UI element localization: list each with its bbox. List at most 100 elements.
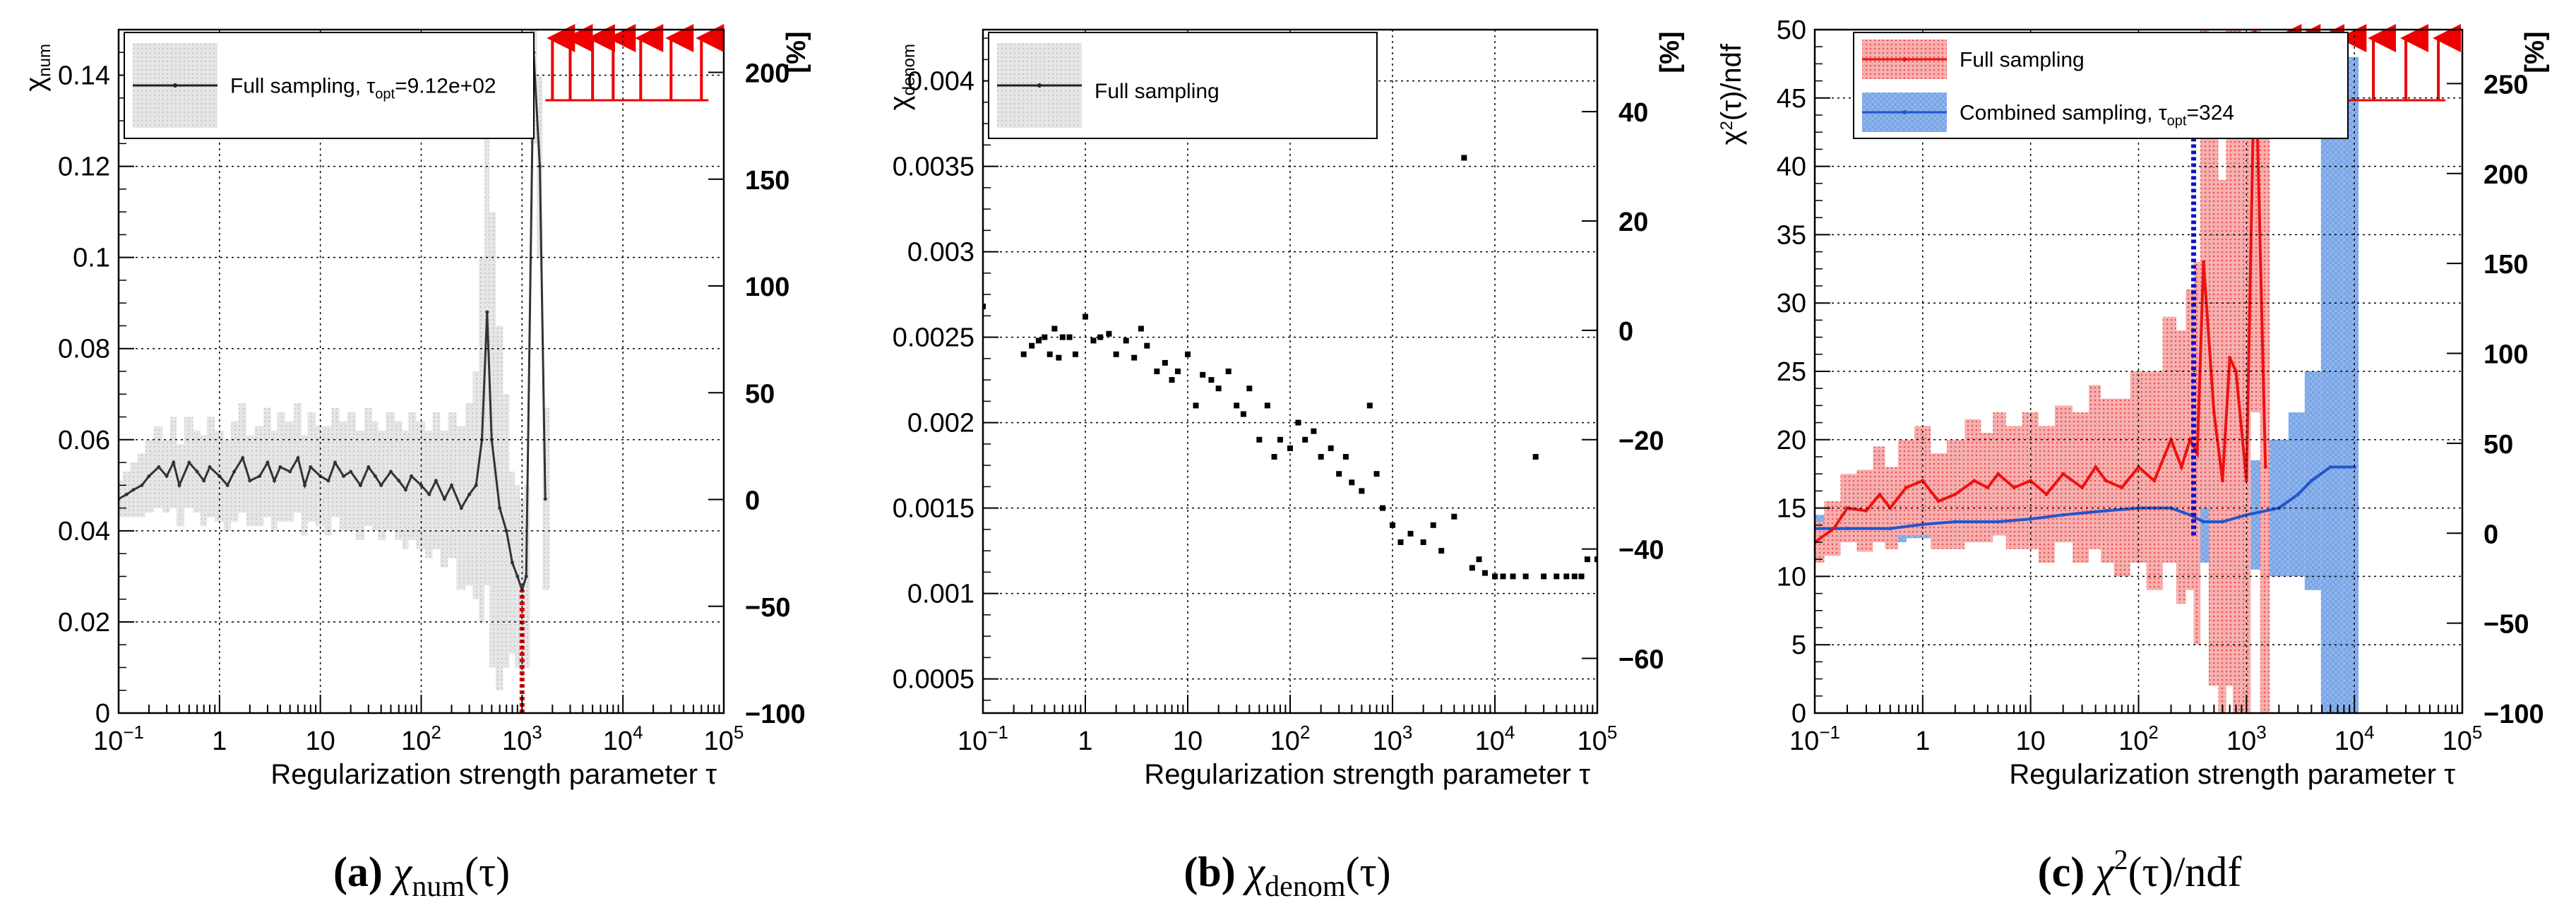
data-point — [165, 474, 169, 478]
right-tick-label: 100 — [2483, 340, 2528, 370]
x-tick-label-exp: −1 — [987, 722, 1008, 743]
data-point — [389, 470, 393, 474]
x-tick-label-base: 10 — [2334, 726, 2364, 756]
right-tick-label: 150 — [745, 166, 789, 196]
scatter-point — [1311, 428, 1317, 434]
data-point — [379, 483, 383, 487]
scatter-point — [1336, 471, 1342, 477]
data-point — [427, 492, 431, 496]
right-tick-label: 20 — [1618, 208, 1648, 237]
scatter-point — [1264, 402, 1270, 409]
data-point — [373, 474, 377, 478]
right-tick-label: 150 — [2483, 250, 2528, 280]
x-tick-label-exp: 4 — [1505, 722, 1515, 743]
y-tick-label: 10 — [1777, 562, 1806, 592]
data-point — [1888, 527, 1892, 531]
data-point — [366, 465, 371, 470]
error-band-bin — [2218, 179, 2226, 713]
data-point — [225, 483, 229, 487]
data-point — [1986, 486, 1990, 490]
x-tick-label-base: 1 — [1915, 726, 1930, 756]
scatter-point — [1461, 155, 1467, 161]
legend-label-text: Combined sampling, — [1960, 102, 2159, 125]
y-tick-label: 0 — [1791, 699, 1806, 729]
data-point — [2328, 465, 2332, 470]
y-tick-label: 25 — [1777, 357, 1806, 387]
data-point — [1904, 486, 1908, 490]
scatter-point — [1193, 402, 1199, 409]
right-tick-label: −100 — [745, 700, 806, 729]
data-point — [2188, 513, 2192, 517]
data-point — [195, 470, 199, 474]
data-point — [208, 465, 212, 470]
panel-b: 10−1 1 10 102 103 104 1050.00050.0010.00150.00… — [884, 28, 1685, 790]
data-point — [266, 460, 270, 465]
scatter-point — [1051, 325, 1058, 332]
scatter-point — [1510, 573, 1516, 580]
scatter-point — [1541, 573, 1547, 580]
data-point — [1921, 522, 1925, 527]
scatter-point — [1215, 385, 1222, 392]
y-tick-label: 0.0025 — [893, 323, 974, 353]
y-tick-label: 0 — [95, 699, 110, 729]
y-tick-label: 20 — [1777, 426, 1806, 455]
data-point — [241, 456, 245, 460]
y-tick-label: 5 — [1791, 630, 1806, 660]
scatter-point — [1492, 573, 1498, 580]
right-tick-label: −50 — [2483, 610, 2529, 640]
data-point — [309, 465, 313, 470]
error-band-bin — [2320, 56, 2343, 713]
legend-tau: τ — [366, 75, 375, 98]
data-point — [2220, 520, 2224, 524]
scatter-point — [1328, 445, 1334, 451]
caption-sub: denom — [1265, 871, 1346, 903]
x-tick-label-base: 10 — [1173, 726, 1203, 756]
legend-label: Full sampling, τopt=9.12e+02 — [230, 75, 496, 102]
scatter-point — [1532, 454, 1539, 460]
x-tick-label-base: 10 — [704, 726, 734, 756]
scatter-point — [1359, 488, 1365, 494]
data-point — [172, 460, 176, 465]
x-axis-title: Regularization strength parameter τ — [2009, 759, 2455, 790]
data-point — [2120, 486, 2124, 490]
scatter-point — [1240, 411, 1246, 417]
x-tick-label-base: 10 — [502, 726, 532, 756]
y-tick-label: 35 — [1777, 220, 1806, 250]
data-point — [504, 529, 508, 533]
scatter-point — [1138, 325, 1144, 332]
data-point — [248, 479, 252, 483]
y-tick-label: 0.1 — [73, 244, 110, 273]
x-tick-label-base: 1 — [212, 726, 227, 756]
y-axis-title-chi: χ — [884, 95, 915, 110]
data-point — [537, 165, 542, 169]
caption-tail: (τ)/ndf — [2128, 849, 2242, 895]
x-tick-label-base: 10 — [958, 726, 987, 756]
x-tick-label-base: 10 — [1373, 726, 1402, 756]
scatter-point — [1169, 377, 1175, 383]
data-point — [288, 470, 292, 474]
data-point — [187, 460, 191, 465]
data-point — [1832, 527, 1836, 531]
scatter-point — [983, 304, 986, 310]
scatter-point — [1154, 369, 1160, 374]
y-tick-label: 0.12 — [58, 152, 110, 182]
plot-area — [983, 155, 1597, 580]
data-point — [1845, 527, 1849, 531]
panel-caption: (a) χnum(τ) — [333, 849, 510, 903]
x-tick-label-exp: 2 — [431, 722, 441, 743]
legend-label-text: Full sampling, — [230, 75, 366, 98]
x-tick-label: 102 — [1270, 722, 1311, 756]
data-point — [2061, 472, 2065, 476]
data-point — [333, 460, 338, 465]
x-tick-label: 10−1 — [1789, 722, 1840, 756]
data-point — [543, 497, 547, 501]
x-tick-label-base: 10 — [1475, 726, 1505, 756]
right-axis-label: [%] — [2520, 31, 2550, 73]
data-point — [397, 479, 401, 483]
scatter-point — [1144, 342, 1150, 349]
legend-marker — [173, 83, 177, 88]
data-point — [524, 574, 528, 578]
y-tick-label: 45 — [1777, 84, 1806, 114]
data-point — [278, 465, 282, 470]
x-tick-label-base: 10 — [93, 726, 123, 756]
